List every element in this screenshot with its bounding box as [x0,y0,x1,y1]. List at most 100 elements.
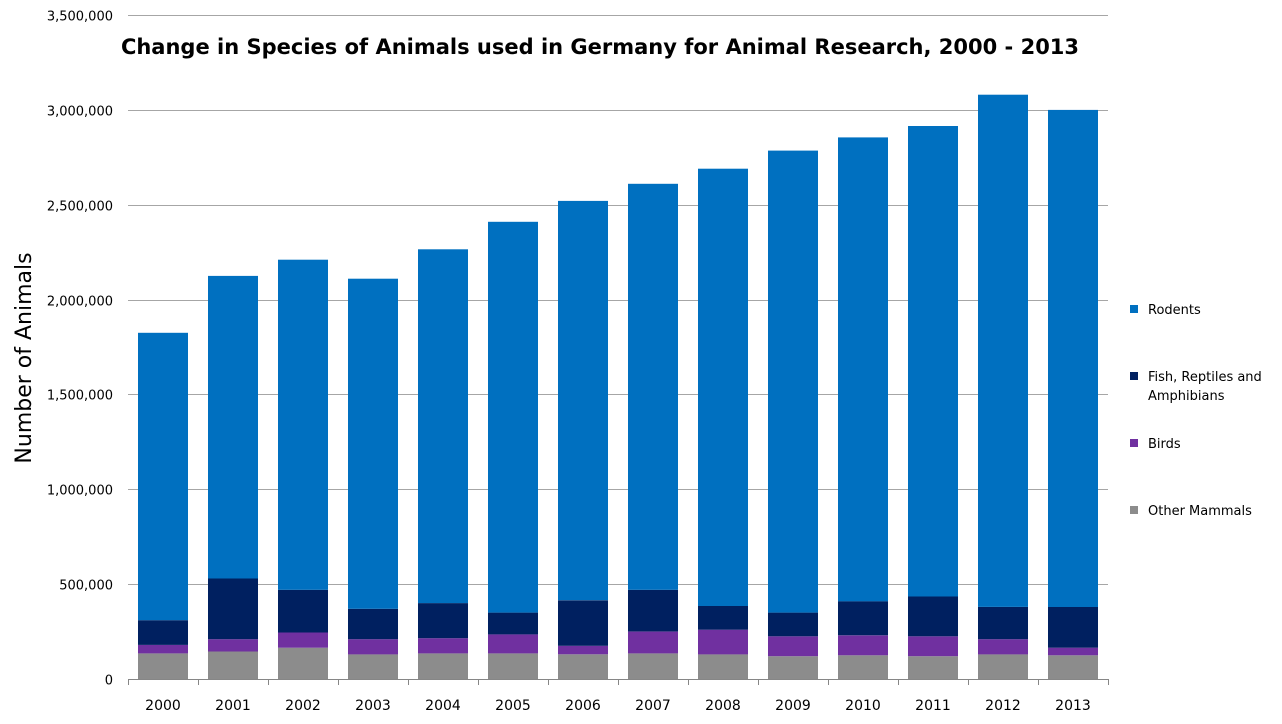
bar-segment-other-mammals [978,654,1028,679]
bar-segment-other-mammals [558,654,608,679]
bar-segment-fish-reptiles-and-amphibians [628,589,678,632]
x-tick-label: 2008 [705,698,741,714]
bar-segment-birds [138,644,188,654]
legend-swatch [1130,506,1138,514]
legend-label: Rodents [1148,303,1201,318]
x-tick-label: 2001 [215,698,251,714]
legend-item: Fish, Reptiles and Amphibians [1130,370,1262,404]
bar-segment-birds [208,639,258,652]
x-tick-label: 2003 [355,698,391,714]
bar-segment-rodents [768,150,818,613]
bar-segment-birds [978,639,1028,655]
bar-segment-rodents [488,221,538,613]
x-tick-label: 2006 [565,698,601,714]
bar-stack [208,275,258,679]
bar-segment-birds [488,634,538,654]
bar-segment-other-mammals [698,654,748,679]
bar-segment-other-mammals [348,654,398,679]
bar-stack [978,94,1028,679]
x-tick-label: 2012 [985,698,1021,714]
bar-segment-rodents [908,126,958,597]
legend: Rodents Fish, Reptiles and Amphibians Birds… [1130,303,1262,519]
legend-item: Other Mammals [1130,504,1252,519]
bar-segment-fish-reptiles-and-amphibians [1048,606,1098,648]
y-tick-label: 2,500,000 [47,200,113,215]
bar-segment-fish-reptiles-and-amphibians [908,596,958,637]
bar-segment-other-mammals [488,653,538,679]
bar-segment-birds [908,636,958,657]
legend-label: Birds [1148,437,1181,452]
bar-segment-fish-reptiles-and-amphibians [698,606,748,630]
bar-segment-other-mammals [908,656,958,679]
bar-segment-birds [838,635,888,656]
bar-segment-rodents [418,249,468,604]
y-tick-label: 3,000,000 [47,105,113,120]
bar-segment-birds [348,639,398,655]
bar-segment-rodents [698,168,748,606]
bar-segment-other-mammals [768,656,818,679]
bar-segment-rodents [628,183,678,590]
y-tick-label: 1,000,000 [47,484,113,499]
x-tick-label: 2004 [425,698,461,714]
y-axis-tick-labels: 0 500,000 1,000,000 1,500,000 2,000,000 2,500… [47,10,113,689]
bar-stack [558,200,608,679]
y-tick-label: 0 [105,674,113,689]
x-tick-label: 2000 [145,698,181,714]
legend-item: Rodents [1130,303,1201,318]
y-tick-label: 2,000,000 [47,295,113,310]
legend-swatch [1130,372,1138,380]
bar-segment-fish-reptiles-and-amphibians [768,612,818,637]
bar-segment-fish-reptiles-and-amphibians [558,600,608,646]
bar-stack [278,259,328,679]
bar-stack [1048,109,1098,679]
bar-segment-other-mammals [628,653,678,679]
bar-segment-fish-reptiles-and-amphibians [418,603,468,639]
bar-segment-birds [1048,647,1098,656]
bar-segment-rodents [978,94,1028,607]
bar-segment-fish-reptiles-and-amphibians [278,589,328,633]
bar-segment-rodents [278,259,328,590]
bar-segment-other-mammals [208,651,258,679]
x-tick-label: 2002 [285,698,321,714]
x-tick-label: 2009 [775,698,811,714]
bar-segment-fish-reptiles-and-amphibians [838,601,888,636]
y-tick-label: 1,500,000 [47,389,113,404]
bar-segment-other-mammals [838,655,888,679]
chart-title: Change in Species of Animals used in Ger… [121,35,1079,59]
x-axis-tick-labels: 2000 2001 2002 2003 2004 2005 2006 2007 2008 2009… [145,698,1091,714]
bar-segment-rodents [1048,109,1098,608]
bar-segment-fish-reptiles-and-amphibians [208,578,258,640]
x-tick-label: 2011 [915,698,951,714]
legend-label: Other Mammals [1148,504,1252,519]
bar-segment-fish-reptiles-and-amphibians [348,608,398,640]
x-tick-label: 2005 [495,698,531,714]
bar-segment-fish-reptiles-and-amphibians [488,612,538,635]
legend-label: Fish, Reptiles and Amphibians [1148,370,1262,404]
bar-segment-rodents [558,200,608,601]
bar-segment-rodents [138,332,188,621]
bar-segment-other-mammals [138,653,188,679]
legend-swatch [1130,439,1138,447]
bar-stack [628,183,678,679]
bar-stack [138,332,188,679]
bar-stack [348,278,398,679]
y-tick-label: 3,500,000 [47,10,113,25]
bar-segment-birds [628,631,678,654]
gridlines [128,15,1108,585]
bar-stack [838,137,888,679]
bar-stack [418,249,468,679]
bar-segment-other-mammals [1048,655,1098,679]
bar-segment-birds [698,629,748,655]
bar-segment-other-mammals [418,653,468,679]
legend-swatch [1130,305,1138,313]
bar-segment-rodents [208,275,258,579]
bar-segment-other-mammals [278,647,328,679]
bar-stack [488,221,538,679]
bar-stack [908,126,958,679]
bar-segment-birds [558,645,608,655]
bar-stack [698,168,748,679]
x-tick-label: 2007 [635,698,671,714]
x-tick-label: 2013 [1055,698,1091,714]
y-axis-label: Number of Animals [12,252,37,463]
